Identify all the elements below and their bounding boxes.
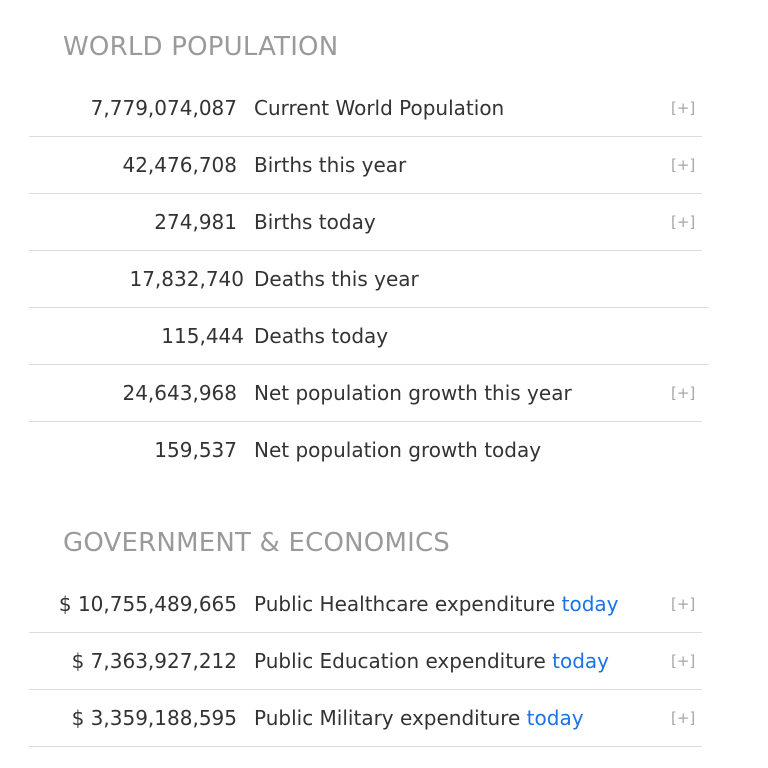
stat-value: 7,779,074,087 [90, 96, 237, 120]
stat-label: Deaths today [254, 324, 389, 348]
stat-value: 17,832,740 [129, 267, 244, 291]
today-link[interactable]: today [561, 592, 619, 616]
section-title-world-population: WORLD POPULATION [63, 32, 339, 62]
stat-label: Births today [254, 210, 376, 234]
stat-row-births-this-year: 42,476,708 Births this year [+] [29, 137, 702, 194]
stat-row-deaths-this-year: 17,832,740 Deaths this year [29, 251, 709, 308]
stat-value: 42,476,708 [122, 153, 237, 177]
stat-label: Net population growth this year [254, 381, 572, 405]
expand-button[interactable]: [+] [671, 213, 696, 231]
expand-button[interactable]: [+] [671, 652, 696, 670]
expand-button[interactable]: [+] [671, 709, 696, 727]
section-title-government-economics: GOVERNMENT & ECONOMICS [63, 528, 450, 558]
stat-row-births-today: 274,981 Births today [+] [29, 194, 702, 251]
government-economics-list: $ 10,755,489,665 Public Healthcare expen… [29, 576, 702, 747]
stat-value: 115,444 [161, 324, 244, 348]
stat-row-net-growth-today: 159,537 Net population growth today [29, 422, 702, 478]
stat-row-current-world-population: 7,779,074,087 Current World Population [… [29, 80, 702, 137]
stat-label: Net population growth today [254, 438, 542, 462]
expand-button[interactable]: [+] [671, 99, 696, 117]
stat-label: Births this year [254, 153, 407, 177]
stat-row-public-healthcare: $ 10,755,489,665 Public Healthcare expen… [29, 576, 702, 633]
expand-button[interactable]: [+] [671, 156, 696, 174]
stat-value: 159,537 [154, 438, 237, 462]
today-link[interactable]: today [526, 706, 584, 730]
world-population-list: 7,779,074,087 Current World Population [… [29, 80, 709, 478]
stat-row-public-military: $ 3,359,188,595 Public Military expendit… [29, 690, 702, 747]
stat-row-public-education: $ 7,363,927,212 Public Education expendi… [29, 633, 702, 690]
expand-button[interactable]: [+] [671, 595, 696, 613]
stat-value: 274,981 [154, 210, 237, 234]
expand-button[interactable]: [+] [671, 384, 696, 402]
stat-value: $ 7,363,927,212 [71, 649, 237, 673]
stat-label: Public Healthcare expenditure today [254, 576, 618, 632]
today-link[interactable]: today [552, 649, 610, 673]
stat-label-text: Public Military expenditure [254, 706, 521, 730]
stat-row-net-growth-this-year: 24,643,968 Net population growth this ye… [29, 365, 702, 422]
stat-label: Public Education expenditure today [254, 633, 609, 689]
stat-row-deaths-today: 115,444 Deaths today [29, 308, 709, 365]
stat-value: $ 3,359,188,595 [71, 706, 237, 730]
stat-label: Deaths this year [254, 267, 419, 291]
stat-label: Public Military expenditure today [254, 690, 584, 746]
stat-label-text: Public Education expenditure [254, 649, 546, 673]
stat-label-text: Public Healthcare expenditure [254, 592, 556, 616]
stat-value: $ 10,755,489,665 [58, 592, 237, 616]
stat-value: 24,643,968 [122, 381, 237, 405]
stat-label: Current World Population [254, 96, 505, 120]
